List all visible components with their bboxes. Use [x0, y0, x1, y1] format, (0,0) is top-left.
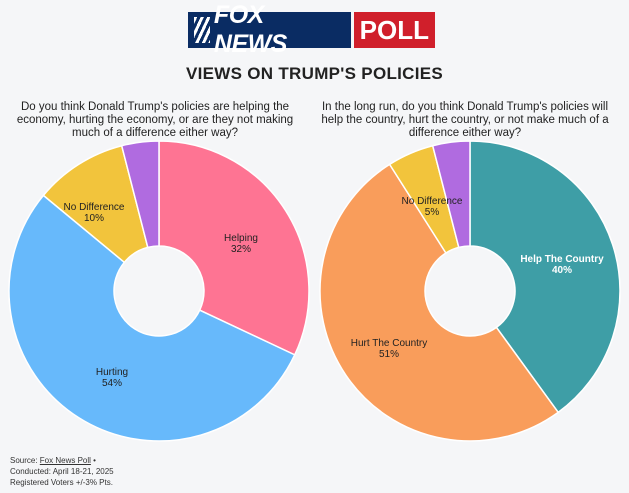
donut-0-label-1-name: Hurting [96, 367, 128, 378]
donut-1-label-2-name: No Difference [402, 196, 463, 207]
fox-news-poll-logo: FOX NEWS POLL [188, 1, 435, 58]
source-note: Source: Fox News Poll • Conducted: April… [10, 455, 114, 488]
donut-0-slice-3 [120, 140, 160, 249]
source-link[interactable]: Fox News Poll [39, 456, 91, 465]
donut-1-slice-0 [469, 140, 621, 414]
logo-stripes-icon [194, 17, 210, 43]
donut-1-label-2-value: 5% [425, 207, 440, 218]
source-voters: Registered Voters +/-3% Pts. [10, 478, 113, 487]
donut-0-label-2-value: 10% [84, 213, 104, 224]
donut-0-label-1-value: 54% [102, 378, 122, 389]
source-bullet: • [90, 456, 96, 465]
donut-1-label-1-value: 51% [379, 349, 399, 360]
logo-poll: POLL [353, 12, 435, 48]
logo-fox-news-text: FOX NEWS [213, 1, 287, 58]
donut-0-slice-1 [8, 194, 296, 442]
donut-1-label-0-value: 40% [552, 265, 572, 276]
donut-1-label-0-name: Help The Country [520, 254, 604, 265]
donut-0-label-0-value: 32% [231, 244, 251, 255]
question-left: Do you think Donald Trump's policies are… [16, 101, 294, 139]
donut-1-slice-3 [431, 140, 471, 249]
source-prefix: Source: [10, 456, 40, 465]
donut-0-label-2-name: No Difference [64, 202, 125, 213]
donut-1-slice-1 [319, 163, 560, 442]
source-conducted: Conducted: April 18-21, 2025 [10, 467, 114, 476]
donut-0-slice-0 [158, 140, 310, 356]
question-right: In the long run, do you think Donald Tru… [321, 101, 609, 139]
chart-title: VIEWS ON TRUMP'S POLICIES [185, 64, 444, 83]
donut-0-label-0-name: Helping [224, 233, 258, 244]
logo-fox-news: FOX NEWS [188, 1, 351, 58]
donut-1-label-1-name: Hurt The Country [351, 338, 428, 349]
